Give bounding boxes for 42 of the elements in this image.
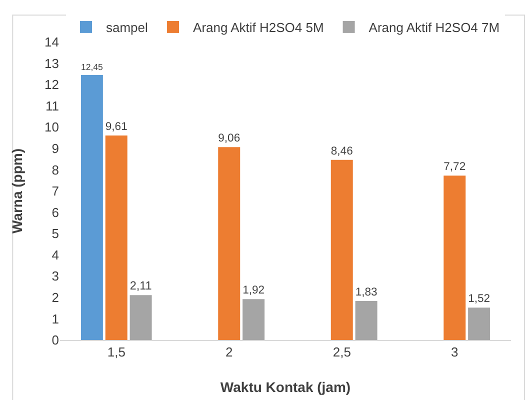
y-tick-label: 4 xyxy=(52,247,59,262)
y-tick-label: 11 xyxy=(46,98,59,114)
y-tick-label: 9 xyxy=(52,140,59,156)
bar xyxy=(355,301,378,340)
x-tick-label: 3 xyxy=(451,344,458,360)
data-label: 12,45 xyxy=(80,62,104,72)
bar xyxy=(80,74,103,340)
y-tick-label: 14 xyxy=(44,34,59,50)
bar xyxy=(330,160,353,340)
y-tick-label: 8 xyxy=(52,162,59,178)
bar xyxy=(130,295,152,340)
y-tick-label: 5 xyxy=(52,226,59,242)
y-tick-label: 1 xyxy=(52,311,59,326)
legend-label: sampel xyxy=(106,20,148,36)
bar xyxy=(242,299,265,340)
data-label: 2,11 xyxy=(130,279,152,292)
y-tick-label: 12 xyxy=(44,77,59,92)
y-tick-label: 2 xyxy=(52,290,59,305)
y-tick-label: 10 xyxy=(44,120,59,135)
data-label: 8,46 xyxy=(330,145,353,158)
legend-label: Arang Aktif H2SO4 5M xyxy=(193,20,324,36)
y-tick-label: 6 xyxy=(52,204,59,220)
y-tick-label: 7 xyxy=(52,184,59,199)
x-tick-label: 2 xyxy=(226,344,233,360)
bar xyxy=(444,176,466,340)
x-tick-label: 1,5 xyxy=(107,344,126,360)
bar xyxy=(218,147,240,340)
y-tick-label: 0 xyxy=(52,332,59,348)
data-label: 1,52 xyxy=(468,293,490,306)
y-tick-label: 13 xyxy=(44,56,59,71)
y-tick-label: 3 xyxy=(52,268,59,284)
x-axis-title: Waktu Kontak (jam) xyxy=(220,379,351,395)
bar xyxy=(468,308,490,340)
legend-label: Arang Aktif H2SO4 7M xyxy=(368,20,500,36)
data-label: 7,72 xyxy=(444,161,466,174)
data-label: 9,06 xyxy=(218,132,240,145)
bar xyxy=(105,135,128,340)
data-label: 1,83 xyxy=(355,286,378,298)
data-label: 1,92 xyxy=(242,284,265,297)
data-label: 9,61 xyxy=(105,120,128,133)
x-tick-label: 2,5 xyxy=(332,344,351,360)
y-axis-title: Warna (ppm) xyxy=(9,148,25,234)
